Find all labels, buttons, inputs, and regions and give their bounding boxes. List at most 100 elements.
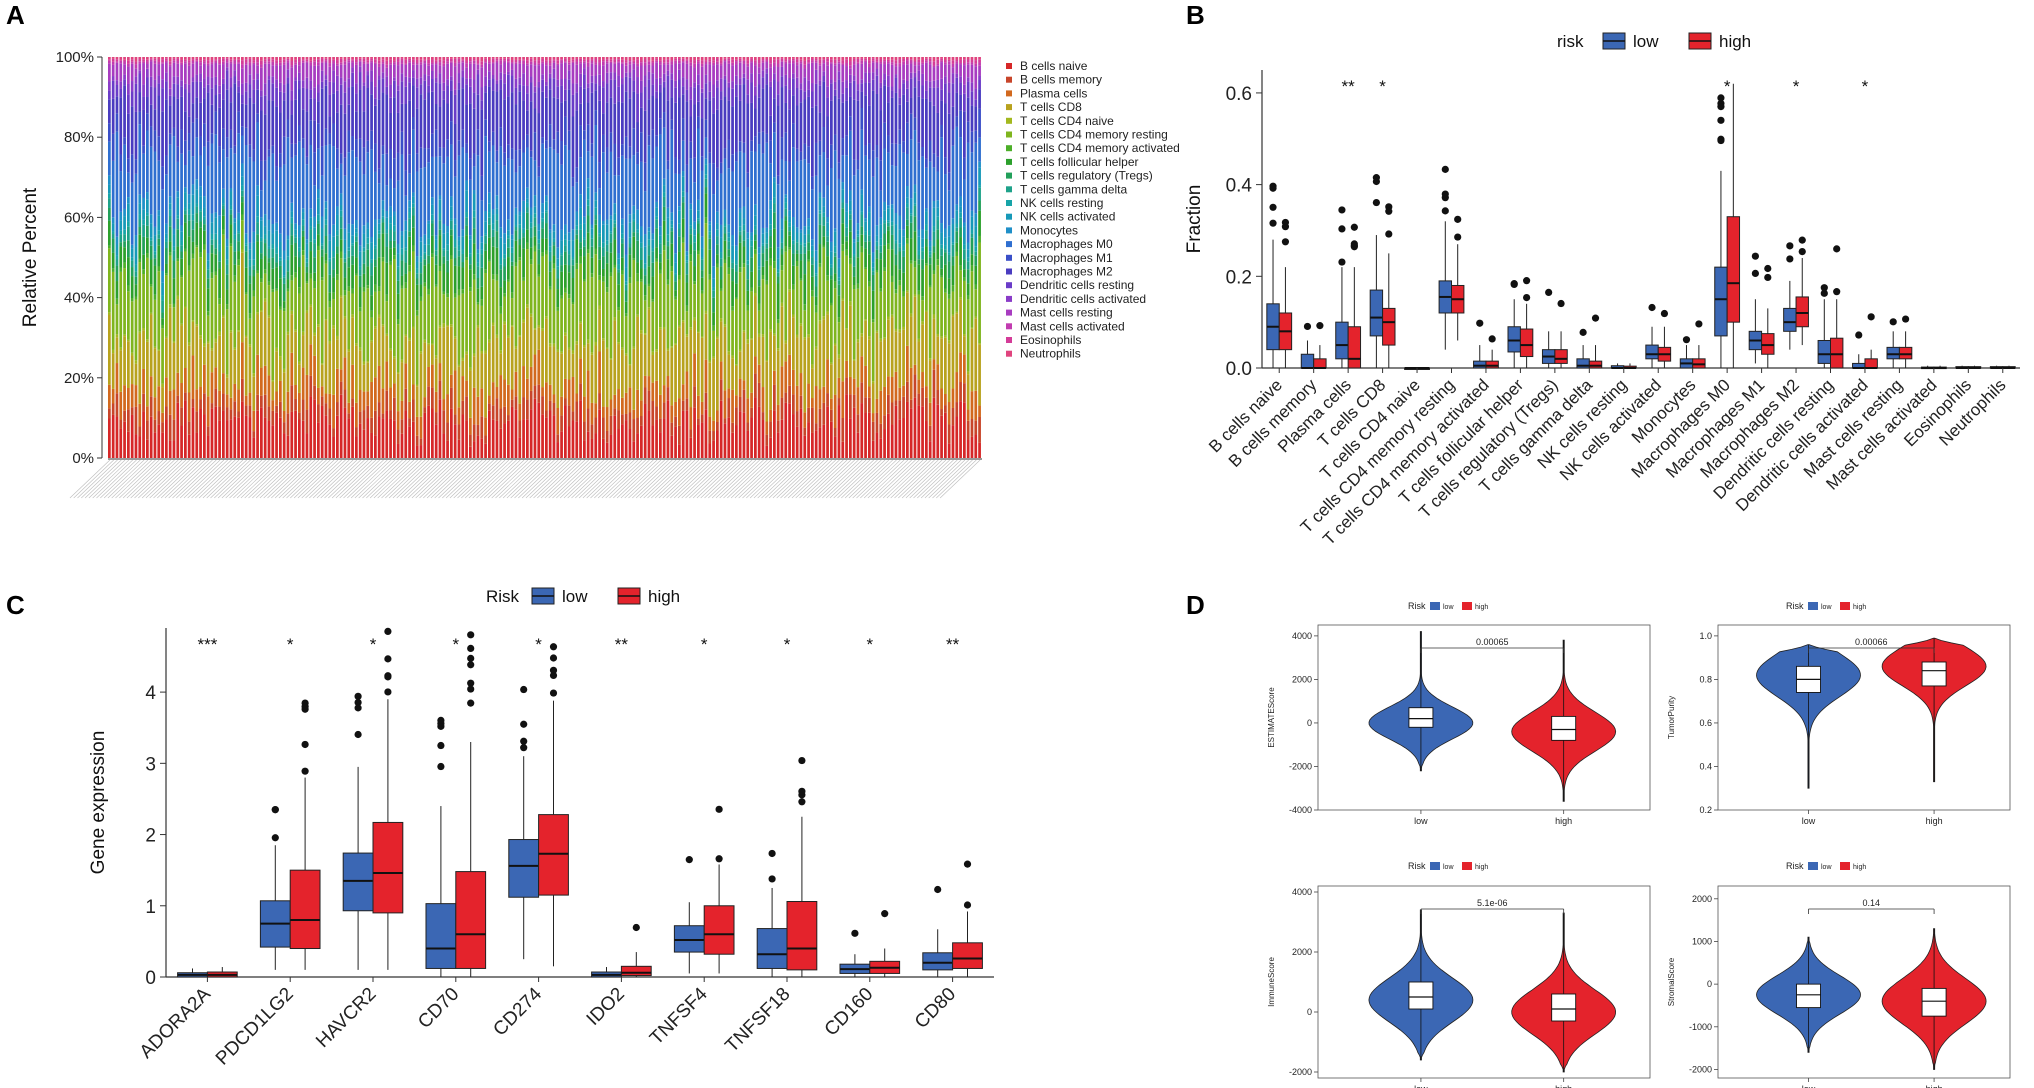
a-sample-label-mark xyxy=(164,459,206,499)
a-segment-20 xyxy=(184,59,187,62)
a-segment-17 xyxy=(712,84,715,98)
a-segment-1 xyxy=(491,405,495,420)
a-segment-7 xyxy=(852,276,856,286)
a-segment-7 xyxy=(271,268,275,290)
a-segment-14 xyxy=(377,168,381,184)
a-segment-14 xyxy=(225,137,229,158)
a-segment-5 xyxy=(731,310,734,356)
a-segment-0 xyxy=(355,436,358,458)
a-segment-0 xyxy=(362,429,366,458)
a-sample-bar xyxy=(849,57,852,458)
a-segment-7 xyxy=(875,258,879,270)
a-segment-6 xyxy=(700,290,704,294)
a-segment-11 xyxy=(404,230,408,248)
a-segment-20 xyxy=(472,58,476,61)
a-segment-19 xyxy=(377,63,381,67)
a-segment-13 xyxy=(374,171,377,220)
a-segment-3 xyxy=(708,362,712,417)
a-segment-10 xyxy=(780,238,784,243)
a-segment-20 xyxy=(628,60,632,62)
a-segment-20 xyxy=(438,59,442,63)
a-segment-8 xyxy=(529,237,533,248)
a-segment-10 xyxy=(438,213,442,221)
a-segment-4 xyxy=(412,326,415,329)
a-segment-2 xyxy=(142,368,145,394)
a-segment-14 xyxy=(723,148,727,159)
a-segment-5 xyxy=(750,291,753,339)
a-segment-8 xyxy=(575,234,579,240)
a-segment-9 xyxy=(556,269,560,279)
a-sample-bar xyxy=(393,57,396,458)
a-segment-1 xyxy=(153,419,157,433)
a-segment-0 xyxy=(294,410,297,458)
a-sample-bar xyxy=(510,57,514,458)
a-segment-20 xyxy=(172,58,176,61)
a-segment-10 xyxy=(814,273,818,276)
a-segment-19 xyxy=(438,62,442,66)
a-segment-4 xyxy=(860,333,864,337)
a-segment-12 xyxy=(313,216,316,228)
a-segment-5 xyxy=(256,273,259,313)
a-segment-20 xyxy=(408,58,411,61)
a-segment-11 xyxy=(499,237,503,258)
a-segment-3 xyxy=(423,342,427,398)
a-segment-19 xyxy=(662,62,666,65)
a-segment-16 xyxy=(769,86,772,116)
a-segment-10 xyxy=(389,223,392,230)
a-segment-3 xyxy=(533,329,537,355)
a-segment-8 xyxy=(883,233,886,246)
a-segment-3 xyxy=(115,337,119,364)
a-segment-7 xyxy=(279,278,282,307)
a-segment-3 xyxy=(617,344,620,390)
a-sample-label-mark xyxy=(499,459,540,499)
a-segment-12 xyxy=(621,218,624,225)
a-segment-15 xyxy=(750,102,753,141)
a-segment-2 xyxy=(260,367,263,396)
a-segment-10 xyxy=(180,240,183,246)
a-segment-1 xyxy=(514,396,518,410)
a-segment-20 xyxy=(123,59,126,62)
a-segment-11 xyxy=(529,215,533,223)
a-sample-bar xyxy=(765,57,769,458)
a-segment-5 xyxy=(575,269,579,342)
a-segment-8 xyxy=(822,225,826,237)
a-segment-20 xyxy=(279,60,282,63)
a-segment-15 xyxy=(210,104,214,134)
a-segment-20 xyxy=(552,59,556,61)
a-segment-11 xyxy=(590,228,594,235)
a-segment-15 xyxy=(176,98,180,147)
a-segment-3 xyxy=(294,331,297,385)
a-segment-16 xyxy=(814,83,818,106)
a-sample-bar xyxy=(377,57,381,458)
a-segment-4 xyxy=(199,335,202,339)
a-segment-0 xyxy=(305,433,309,458)
a-segment-10 xyxy=(241,185,244,191)
a-segment-18 xyxy=(176,63,180,77)
a-sample-bar xyxy=(807,57,810,458)
a-sample-bar xyxy=(746,57,750,458)
a-segment-8 xyxy=(567,265,571,273)
a-segment-14 xyxy=(830,144,833,169)
a-segment-19 xyxy=(526,63,529,66)
a-segment-17 xyxy=(792,73,795,79)
a-segment-12 xyxy=(320,216,324,229)
a-segment-19 xyxy=(320,61,324,63)
a-segment-3 xyxy=(184,308,187,368)
a-segment-2 xyxy=(647,376,651,391)
a-sample-bar xyxy=(491,57,495,458)
a-sample-label-mark xyxy=(841,459,882,499)
a-segment-16 xyxy=(419,84,423,95)
a-segment-20 xyxy=(393,60,396,63)
a-segment-9 xyxy=(115,259,119,266)
a-segment-18 xyxy=(423,63,427,75)
a-segment-8 xyxy=(765,248,769,261)
a-segment-10 xyxy=(165,238,168,242)
a-segment-15 xyxy=(621,102,624,145)
a-segment-5 xyxy=(548,289,552,344)
a-segment-17 xyxy=(590,75,594,83)
a-segment-13 xyxy=(784,161,788,195)
a-segment-6 xyxy=(689,254,693,262)
a-segment-8 xyxy=(780,248,784,255)
a-segment-1 xyxy=(434,412,438,425)
a-segment-1 xyxy=(845,377,848,395)
